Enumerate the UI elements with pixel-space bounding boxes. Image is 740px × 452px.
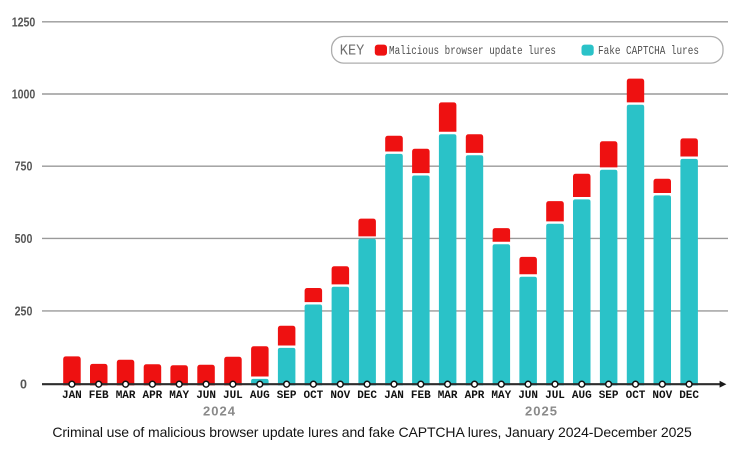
svg-text:KEY: KEY — [340, 44, 365, 60]
svg-text:MAR: MAR — [116, 390, 136, 402]
svg-text:APR: APR — [465, 390, 485, 402]
svg-text:0: 0 — [20, 378, 27, 392]
svg-text:1000: 1000 — [12, 88, 36, 102]
svg-text:2025: 2025 — [525, 404, 558, 419]
svg-text:SEP: SEP — [277, 390, 297, 402]
svg-text:SEP: SEP — [599, 390, 619, 402]
svg-text:Criminal use of malicious brow: Criminal use of malicious browser update… — [52, 424, 692, 440]
svg-text:NOV: NOV — [652, 390, 672, 402]
svg-text:JUL: JUL — [223, 390, 243, 402]
svg-text:JUN: JUN — [518, 390, 538, 402]
svg-text:AUG: AUG — [572, 390, 592, 402]
svg-text:JUL: JUL — [545, 390, 565, 402]
svg-text:APR: APR — [142, 390, 162, 402]
svg-text:2024: 2024 — [203, 404, 236, 419]
svg-text:NOV: NOV — [330, 390, 350, 402]
svg-text:DEC: DEC — [357, 390, 377, 402]
svg-text:MAY: MAY — [169, 390, 189, 402]
svg-text:1250: 1250 — [12, 15, 36, 29]
svg-text:MAY: MAY — [491, 390, 511, 402]
svg-text:FEB: FEB — [411, 390, 431, 402]
svg-text:OCT: OCT — [303, 390, 323, 402]
svg-text:500: 500 — [15, 232, 33, 246]
svg-text:DEC: DEC — [679, 390, 699, 402]
svg-text:750: 750 — [15, 160, 33, 174]
svg-text:FEB: FEB — [89, 390, 109, 402]
svg-text:MAR: MAR — [438, 390, 458, 402]
svg-text:Fake CAPTCHA lures: Fake CAPTCHA lures — [598, 45, 699, 58]
svg-text:250: 250 — [15, 304, 33, 318]
svg-text:JAN: JAN — [384, 390, 404, 402]
svg-text:AUG: AUG — [250, 390, 270, 402]
svg-text:JAN: JAN — [62, 390, 82, 402]
svg-text:JUN: JUN — [196, 390, 216, 402]
svg-text:Malicious browser update lures: Malicious browser update lures — [389, 45, 556, 58]
svg-text:OCT: OCT — [626, 390, 646, 402]
